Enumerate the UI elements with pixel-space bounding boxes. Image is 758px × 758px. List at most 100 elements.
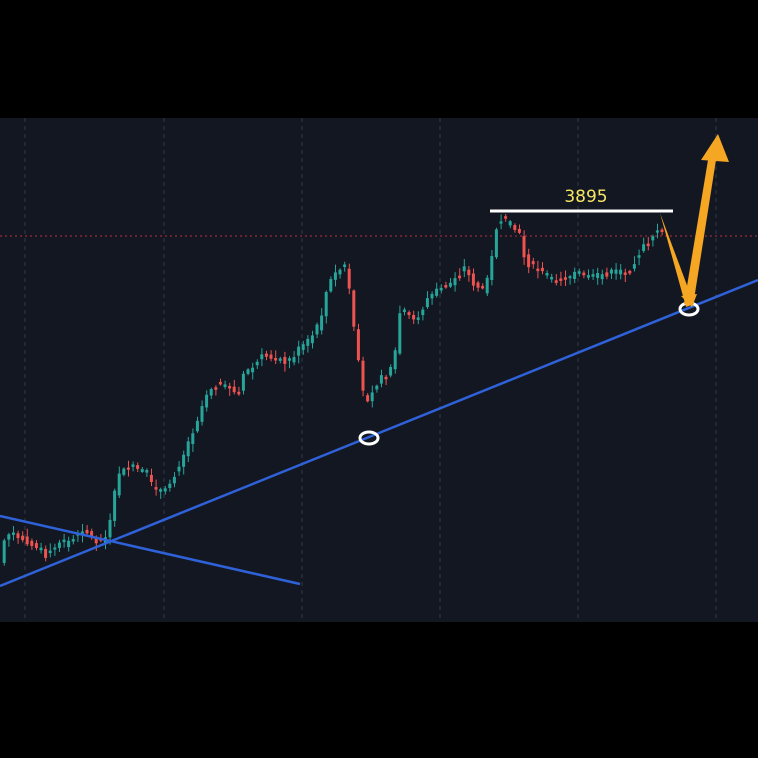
candle-body bbox=[642, 244, 646, 251]
candle-body bbox=[218, 381, 222, 385]
candle-body bbox=[108, 519, 112, 538]
candle-body bbox=[439, 287, 443, 291]
candle-body bbox=[126, 467, 130, 470]
falling-trendline bbox=[0, 514, 301, 586]
candle-body bbox=[264, 353, 268, 357]
candle-body bbox=[550, 276, 554, 280]
candle-body bbox=[113, 490, 117, 521]
candle-body bbox=[545, 273, 549, 276]
candle-body bbox=[30, 540, 34, 546]
candle-body bbox=[292, 357, 296, 363]
candle-body bbox=[425, 298, 429, 308]
candle-body bbox=[366, 395, 370, 402]
candle-body bbox=[145, 470, 149, 473]
candle-body bbox=[402, 309, 406, 313]
candle-body bbox=[324, 292, 328, 317]
candle-body bbox=[563, 277, 567, 280]
candle-body bbox=[274, 358, 278, 361]
candle-body bbox=[347, 268, 351, 289]
candle-body bbox=[67, 540, 71, 548]
candle-body bbox=[462, 266, 466, 272]
candle-body bbox=[398, 313, 402, 354]
candle-body bbox=[278, 358, 282, 361]
candle-body bbox=[637, 255, 641, 258]
candle-body bbox=[430, 293, 434, 299]
candle-body bbox=[522, 236, 526, 258]
candle-body bbox=[301, 344, 305, 350]
candle-body bbox=[237, 391, 241, 395]
candle-body bbox=[600, 274, 604, 280]
candle-body bbox=[306, 338, 310, 346]
resistance-label: 3895 bbox=[564, 187, 607, 207]
candle-body bbox=[540, 267, 544, 272]
candle-body bbox=[655, 230, 659, 233]
candle-body bbox=[2, 540, 6, 563]
candle-body bbox=[283, 356, 287, 364]
rising-trendline bbox=[0, 278, 758, 588]
candle-body bbox=[605, 272, 609, 277]
candle-body bbox=[343, 264, 347, 267]
candle-body bbox=[21, 535, 25, 541]
candle-body bbox=[623, 272, 627, 275]
candle-body bbox=[632, 264, 636, 269]
candlestick-series bbox=[2, 213, 664, 566]
candle-body bbox=[140, 469, 144, 472]
candle-body bbox=[168, 483, 172, 489]
candle-body bbox=[57, 542, 61, 548]
candle-body bbox=[44, 548, 48, 558]
candle-body bbox=[182, 454, 186, 467]
candle-body bbox=[149, 474, 153, 482]
candle-body bbox=[320, 315, 324, 331]
candle-body bbox=[191, 433, 195, 445]
candle-body bbox=[416, 317, 420, 320]
candle-body bbox=[596, 273, 600, 278]
candle-body bbox=[554, 280, 558, 283]
candle-body bbox=[223, 384, 227, 387]
candle-body bbox=[177, 466, 181, 472]
candle-body bbox=[85, 529, 89, 534]
candle-body bbox=[333, 272, 337, 280]
candle-body bbox=[338, 269, 342, 275]
candle-body bbox=[163, 488, 167, 492]
candle-body bbox=[7, 534, 11, 540]
candle-body bbox=[209, 389, 213, 396]
candle-body bbox=[591, 274, 595, 277]
candle-body bbox=[241, 373, 245, 391]
candle-body bbox=[619, 269, 623, 275]
candle-body bbox=[205, 394, 209, 408]
candle-body bbox=[53, 547, 57, 550]
candle-body bbox=[214, 387, 218, 390]
support-circle-icon bbox=[358, 430, 380, 446]
candle-body bbox=[448, 282, 452, 287]
candle-body bbox=[131, 464, 135, 467]
candle-body bbox=[651, 236, 655, 241]
candle-body bbox=[499, 221, 503, 224]
candle-body bbox=[71, 539, 75, 542]
candle-body bbox=[375, 385, 379, 390]
candle-body bbox=[467, 269, 471, 276]
candle-body bbox=[568, 276, 572, 279]
candle-body bbox=[352, 290, 356, 327]
candle-body bbox=[412, 314, 416, 320]
candle-body bbox=[315, 324, 319, 335]
candle-body bbox=[421, 309, 425, 316]
candle-body bbox=[310, 335, 314, 344]
candle-body bbox=[34, 543, 38, 549]
candle-body bbox=[356, 329, 360, 361]
candle-body bbox=[94, 538, 98, 544]
candle-body bbox=[255, 361, 259, 366]
candle-body bbox=[172, 476, 176, 484]
candle-body bbox=[476, 282, 480, 288]
candle-body bbox=[159, 489, 163, 492]
candle-body bbox=[527, 254, 531, 268]
candle-body bbox=[504, 216, 508, 219]
candle-body bbox=[559, 278, 563, 281]
candle-body bbox=[62, 539, 66, 543]
candle-body bbox=[246, 369, 250, 374]
candle-body bbox=[379, 375, 383, 384]
candle-body bbox=[136, 465, 140, 469]
candle-body bbox=[48, 550, 52, 554]
candle-body bbox=[251, 367, 255, 373]
candle-body bbox=[609, 269, 613, 274]
candle-body bbox=[485, 277, 489, 294]
